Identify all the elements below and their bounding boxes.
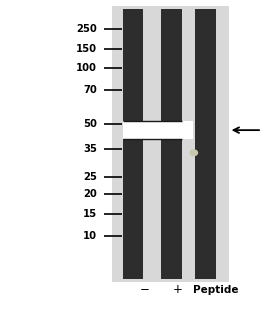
Text: −: − (140, 283, 150, 296)
Ellipse shape (189, 149, 198, 156)
Text: 100: 100 (76, 63, 97, 73)
Text: 25: 25 (83, 172, 97, 182)
FancyBboxPatch shape (162, 9, 182, 279)
Text: 10: 10 (83, 231, 97, 241)
FancyBboxPatch shape (123, 9, 143, 279)
Text: 70: 70 (83, 85, 97, 95)
FancyBboxPatch shape (112, 6, 229, 282)
Text: 35: 35 (83, 144, 97, 154)
FancyBboxPatch shape (123, 121, 193, 139)
Text: 150: 150 (76, 44, 97, 54)
Text: Peptide: Peptide (193, 285, 239, 295)
Text: 250: 250 (76, 24, 97, 34)
Text: 50: 50 (83, 119, 97, 129)
Text: +: + (172, 283, 182, 296)
FancyBboxPatch shape (195, 9, 216, 279)
Text: 15: 15 (83, 209, 97, 219)
Text: 20: 20 (83, 189, 97, 199)
